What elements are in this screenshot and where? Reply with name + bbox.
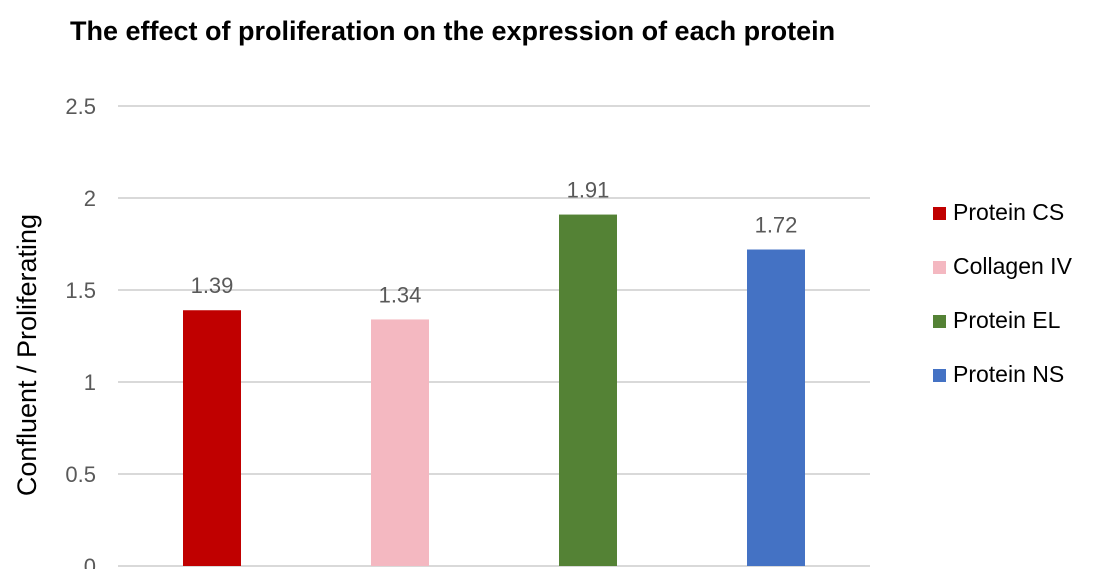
bar-protein-el bbox=[559, 214, 617, 566]
bar-collagen-iv bbox=[371, 319, 429, 566]
bar-protein-cs bbox=[183, 310, 241, 566]
y-axis-ticks: 0 0.5 1 1.5 2 2.5 bbox=[65, 94, 96, 569]
data-label: 1.34 bbox=[379, 282, 422, 307]
data-labels: 1.39 1.34 1.91 1.72 bbox=[191, 178, 798, 308]
data-label: 1.72 bbox=[755, 213, 798, 238]
legend-swatch bbox=[933, 261, 946, 274]
chart-title: The effect of proliferation on the expre… bbox=[70, 16, 835, 46]
legend-swatch bbox=[933, 207, 946, 220]
legend-label: Protein NS bbox=[953, 361, 1064, 387]
y-tick-label: 2.5 bbox=[65, 94, 96, 119]
legend: Protein CS Collagen IV Protein EL Protein N… bbox=[933, 199, 1073, 387]
data-label: 1.39 bbox=[191, 273, 234, 298]
y-tick-label: 0 bbox=[84, 554, 96, 569]
legend-swatch bbox=[933, 369, 946, 382]
gridlines bbox=[118, 105, 870, 567]
y-tick-label: 0.5 bbox=[65, 462, 96, 487]
y-tick-label: 1.5 bbox=[65, 278, 96, 303]
legend-label: Collagen IV bbox=[953, 253, 1073, 279]
legend-label: Protein EL bbox=[953, 307, 1061, 333]
y-axis-label: Confluent / Proliferating bbox=[12, 214, 42, 496]
bar-protein-ns bbox=[747, 249, 805, 566]
y-tick-label: 1 bbox=[84, 370, 96, 395]
legend-swatch bbox=[933, 315, 946, 328]
legend-label: Protein CS bbox=[953, 199, 1064, 225]
y-tick-label: 2 bbox=[84, 186, 96, 211]
bars bbox=[183, 214, 805, 566]
data-label: 1.91 bbox=[567, 178, 610, 203]
